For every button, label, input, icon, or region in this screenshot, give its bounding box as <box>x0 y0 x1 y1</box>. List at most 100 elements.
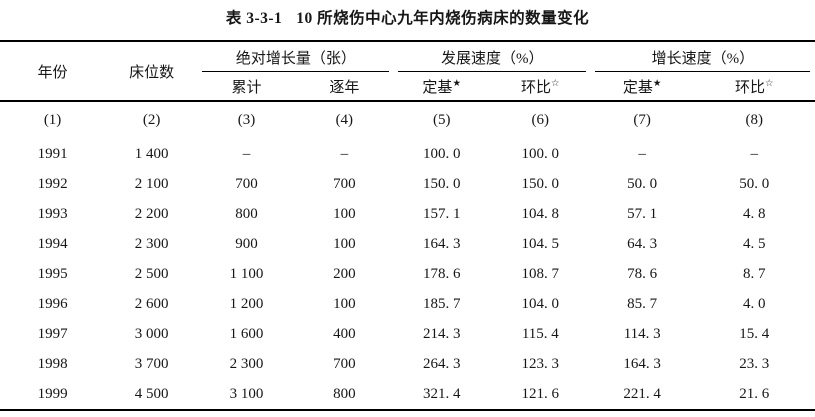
cell-growth-rate-chain: 4. 8 <box>743 205 766 222</box>
col-header-growth-rate-fixed-base: 定基★ <box>590 72 694 102</box>
cell-growth-rate-chain: 50. 0 <box>739 175 770 192</box>
cell-growth-rate-chain: 23. 3 <box>739 355 770 372</box>
table-row-1995: 1995 2 500 1 100 200 178. 6 108. 7 78. 6 8. 7 <box>0 259 815 289</box>
cell-year: 1995 <box>37 265 68 282</box>
cell-dev-speed-chain: 104. 0 <box>521 295 560 312</box>
cell-dev-speed-chain: 123. 3 <box>521 355 560 372</box>
cell-cumulative-increase: 900 <box>235 235 258 252</box>
table-caption: 10 所烧伤中心九年内烧伤病床的数量变化 <box>296 10 590 27</box>
chain-label: 环比 <box>521 79 552 96</box>
cell-yearly-increase: 200 <box>333 265 356 282</box>
col-group-development-speed: 发展速度（%） <box>394 41 591 72</box>
col-header-growth-rate-chain: 环比☆ <box>693 72 815 102</box>
cell-beds: 2 600 <box>134 295 169 312</box>
cell-dev-speed-fixed-base: 214. 3 <box>422 325 461 342</box>
cell-yearly-increase: 100 <box>333 205 356 222</box>
cell-dev-speed-chain: 100. 0 <box>521 145 560 162</box>
chain-label: 环比 <box>734 79 765 96</box>
table-row-1997: 1997 3 000 1 600 400 214. 3 115. 4 114. 3 15. 4 <box>0 319 815 349</box>
fixed-base-label: 定基 <box>622 79 653 96</box>
cell-beds: 2 200 <box>134 205 169 222</box>
cell-beds: 1 400 <box>134 145 169 162</box>
cell-dev-speed-fixed-base: 164. 3 <box>422 235 461 252</box>
column-index-3: (3) <box>237 112 256 128</box>
cell-growth-rate-fixed-base: – <box>638 145 646 162</box>
cell-year: 1992 <box>37 175 68 192</box>
table-row-1996: 1996 2 600 1 200 100 185. 7 104. 0 85. 7 4. 0 <box>0 289 815 319</box>
cell-year: 1993 <box>37 205 68 222</box>
cell-beds: 3 700 <box>134 355 169 372</box>
cell-yearly-increase: – <box>340 145 349 162</box>
column-index-4: (4) <box>335 112 354 128</box>
table-header: 年份 床位数 绝对增长量（张） 发展速度（%） 增长速度（%） 累计 逐年 定基… <box>0 41 815 102</box>
cell-growth-rate-fixed-base: 57. 1 <box>627 205 658 222</box>
open-star-icon: ☆ <box>551 78 560 89</box>
table-row-1999: 1999 4 500 3 100 800 321. 4 121. 6 221. 4 21. 6 <box>0 379 815 410</box>
cell-cumulative-increase: 800 <box>235 205 258 222</box>
cell-growth-rate-chain: 21. 6 <box>739 385 770 402</box>
column-index-5: (5) <box>432 112 451 128</box>
open-star-icon: ☆ <box>765 78 774 89</box>
col-header-cumulative: 累计 <box>198 72 296 102</box>
cell-growth-rate-fixed-base: 50. 0 <box>627 175 658 192</box>
cell-growth-rate-chain: 4. 0 <box>743 295 766 312</box>
column-index-2: (2) <box>142 112 161 128</box>
cell-growth-rate-chain: 4. 5 <box>743 235 766 252</box>
cell-dev-speed-chain: 108. 7 <box>521 265 560 282</box>
cell-dev-speed-chain: 150. 0 <box>521 175 560 192</box>
column-index-row: (1) (2) (3) (4) (5) (6) (7) (8) <box>0 101 815 139</box>
cell-yearly-increase: 800 <box>333 385 356 402</box>
cell-dev-speed-chain: 104. 5 <box>521 235 560 252</box>
cell-yearly-increase: 700 <box>333 175 356 192</box>
cell-growth-rate-fixed-base: 221. 4 <box>623 385 661 402</box>
cell-growth-rate-fixed-base: 164. 3 <box>623 355 661 372</box>
cell-growth-rate-chain: 8. 7 <box>743 265 766 282</box>
col-header-year: 年份 <box>0 41 106 102</box>
cell-year: 1991 <box>37 145 68 162</box>
cell-dev-speed-fixed-base: 100. 0 <box>422 145 461 162</box>
col-header-beds: 床位数 <box>105 41 199 102</box>
cell-dev-speed-fixed-base: 150. 0 <box>422 175 461 192</box>
cell-cumulative-increase: 1 200 <box>229 295 264 312</box>
cell-growth-rate-chain: – <box>750 145 759 162</box>
cell-growth-rate-fixed-base: 78. 6 <box>627 265 658 282</box>
table-title: 表 3-3-1 10 所烧伤中心九年内烧伤病床的数量变化 <box>0 0 815 40</box>
cell-year: 1998 <box>37 355 68 372</box>
cell-growth-rate-fixed-base: 114. 3 <box>623 325 661 342</box>
col-group-growth-rate: 增长速度（%） <box>591 41 815 72</box>
cell-cumulative-increase: 1 600 <box>229 325 264 342</box>
table-body: (1) (2) (3) (4) (5) (6) (7) (8) 1991 1 400 – – 100. … <box>0 101 815 410</box>
cell-yearly-increase: 700 <box>333 355 356 372</box>
table-row-1992: 1992 2 100 700 700 150. 0 150. 0 50. 0 50. 0 <box>0 169 815 199</box>
cell-yearly-increase: 100 <box>333 295 356 312</box>
cell-dev-speed-fixed-base: 157. 1 <box>422 205 461 222</box>
cell-cumulative-increase: 2 300 <box>229 355 264 372</box>
cell-dev-speed-fixed-base: 178. 6 <box>422 265 461 282</box>
cell-growth-rate-fixed-base: 64. 3 <box>627 235 658 252</box>
cell-beds: 2 500 <box>134 265 169 282</box>
header-row-groups: 年份 床位数 绝对增长量（张） 发展速度（%） 增长速度（%） <box>0 41 815 102</box>
cell-dev-speed-fixed-base: 185. 7 <box>422 295 461 312</box>
cell-dev-speed-fixed-base: 321. 4 <box>422 385 461 402</box>
column-index-8: (8) <box>745 112 764 128</box>
table-row-1993: 1993 2 200 800 100 157. 1 104. 8 57. 1 4. 8 <box>0 199 815 229</box>
header-row-subcolumns: 累计 逐年 定基★ 环比☆ 定基★ 环比☆ <box>0 72 815 102</box>
col-header-dev-speed-fixed-base: 定基★ <box>393 72 490 102</box>
filled-star-icon: ★ <box>452 78 461 89</box>
column-index-6: (6) <box>531 112 550 128</box>
cell-dev-speed-chain: 104. 8 <box>521 205 560 222</box>
cell-cumulative-increase: 3 100 <box>229 385 264 402</box>
table-row-1991: 1991 1 400 – – 100. 0 100. 0 – – <box>0 139 815 169</box>
cell-beds: 2 100 <box>134 175 169 192</box>
cell-cumulative-increase: 700 <box>235 175 258 192</box>
col-header-dev-speed-chain: 环比☆ <box>489 72 591 102</box>
cell-yearly-increase: 400 <box>333 325 356 342</box>
cell-dev-speed-chain: 115. 4 <box>521 325 559 342</box>
cell-yearly-increase: 100 <box>333 235 356 252</box>
col-header-yearly: 逐年 <box>295 72 394 102</box>
cell-beds: 3 000 <box>134 325 169 342</box>
cell-beds: 4 500 <box>134 385 169 402</box>
cell-year: 1994 <box>37 235 68 252</box>
column-index-7: (7) <box>633 112 651 128</box>
